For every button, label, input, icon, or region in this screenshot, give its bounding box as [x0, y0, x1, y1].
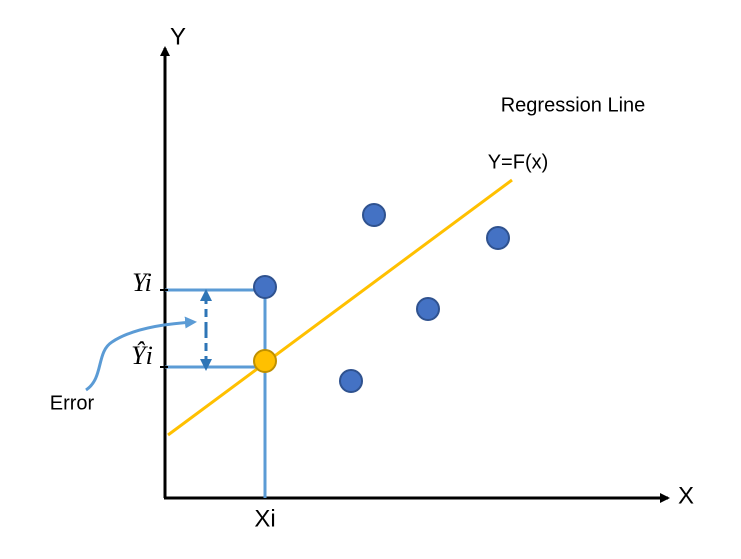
data-point	[416, 297, 440, 321]
error-label: Error	[50, 392, 95, 414]
x-axis-label: X	[678, 482, 694, 509]
regression-line	[167, 178, 513, 437]
observed-label: Yi	[132, 268, 152, 297]
regression-equation: Y=F(x)	[488, 151, 549, 173]
x-point-label: Xi	[254, 505, 275, 532]
y-axis-label: Y	[170, 23, 186, 50]
data-point	[253, 275, 277, 299]
error-pointer	[85, 316, 197, 392]
data-point	[339, 369, 363, 393]
predicted-label: Ŷi	[131, 341, 153, 370]
data-point	[486, 226, 510, 250]
data-point	[362, 203, 386, 227]
regression-title: Regression Line	[501, 94, 646, 116]
predicted-point	[253, 349, 277, 373]
